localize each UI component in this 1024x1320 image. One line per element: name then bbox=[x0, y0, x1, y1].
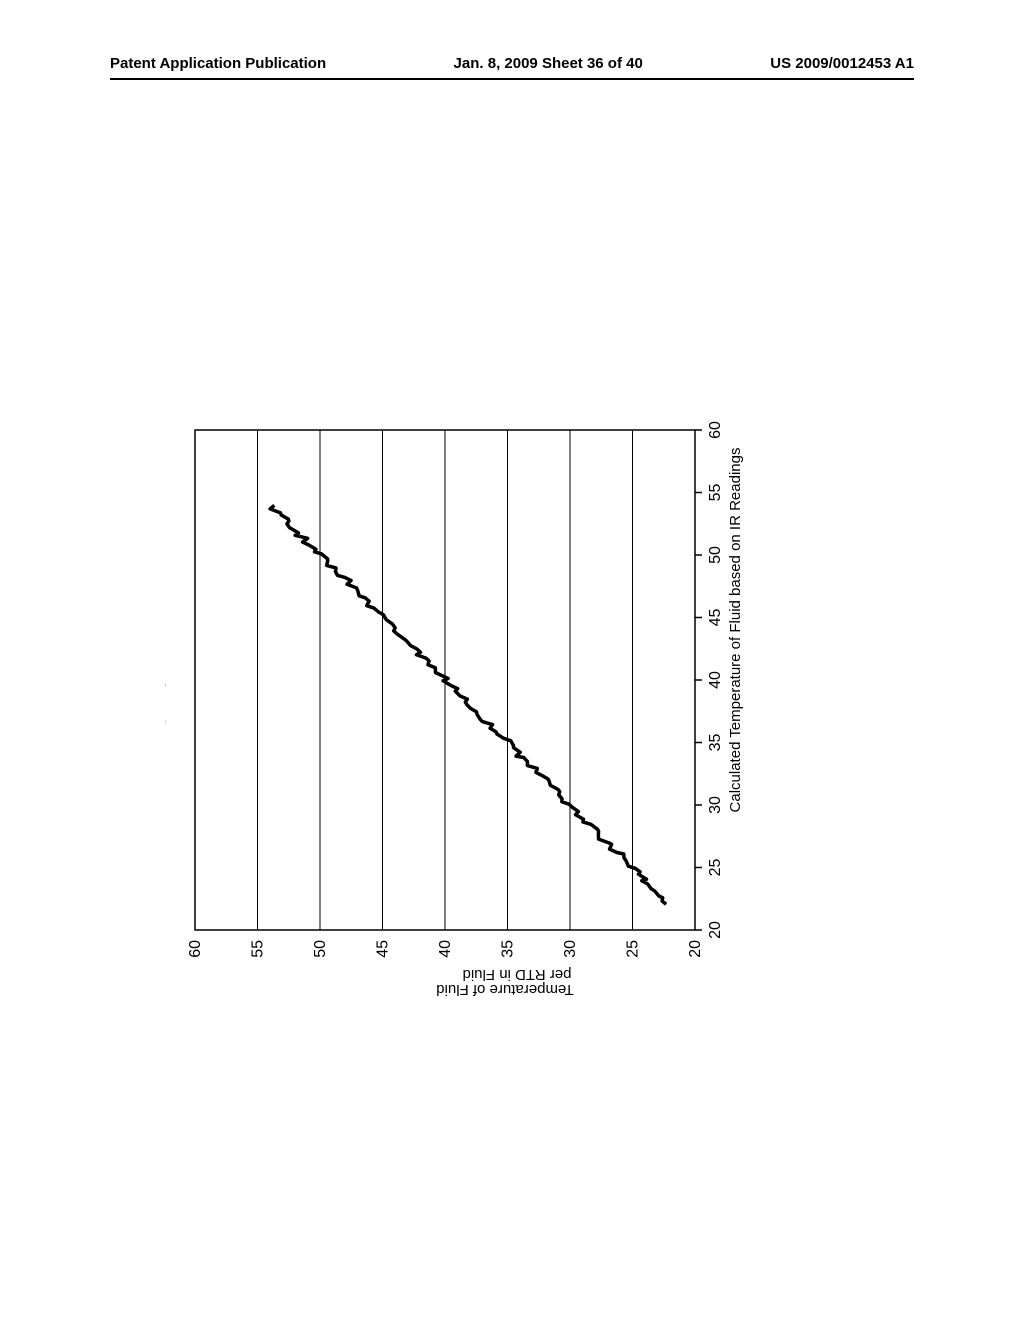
svg-text:FIG. 34: FIG. 34 bbox=[165, 660, 172, 760]
svg-text:20: 20 bbox=[687, 940, 704, 958]
svg-text:Calculated Temperature of Flui: Calculated Temperature of Fluid based on… bbox=[727, 448, 744, 813]
figure-34-chart: 202530354045505560202530354045505560Calc… bbox=[165, 265, 890, 1085]
svg-text:60: 60 bbox=[187, 940, 204, 958]
svg-text:55: 55 bbox=[250, 940, 267, 958]
svg-text:25: 25 bbox=[625, 940, 642, 958]
svg-text:40: 40 bbox=[437, 940, 454, 958]
svg-text:60: 60 bbox=[707, 421, 724, 439]
svg-text:20: 20 bbox=[707, 921, 724, 939]
header-right: US 2009/0012453 A1 bbox=[770, 55, 914, 72]
svg-text:45: 45 bbox=[375, 940, 392, 958]
svg-text:25: 25 bbox=[707, 859, 724, 877]
svg-text:30: 30 bbox=[562, 940, 579, 958]
svg-text:45: 45 bbox=[707, 609, 724, 627]
svg-text:35: 35 bbox=[500, 940, 517, 958]
svg-text:50: 50 bbox=[312, 940, 329, 958]
svg-text:per RTD in Fluid: per RTD in Fluid bbox=[463, 966, 572, 983]
header-center: Jan. 8, 2009 Sheet 36 of 40 bbox=[454, 55, 643, 72]
svg-text:35: 35 bbox=[707, 734, 724, 752]
svg-text:40: 40 bbox=[707, 671, 724, 689]
header-left: Patent Application Publication bbox=[110, 55, 326, 72]
svg-text:30: 30 bbox=[707, 796, 724, 814]
svg-text:55: 55 bbox=[707, 484, 724, 502]
chart-svg: 202530354045505560202530354045505560Calc… bbox=[165, 265, 890, 1085]
header-divider bbox=[110, 78, 914, 80]
svg-text:50: 50 bbox=[707, 546, 724, 564]
